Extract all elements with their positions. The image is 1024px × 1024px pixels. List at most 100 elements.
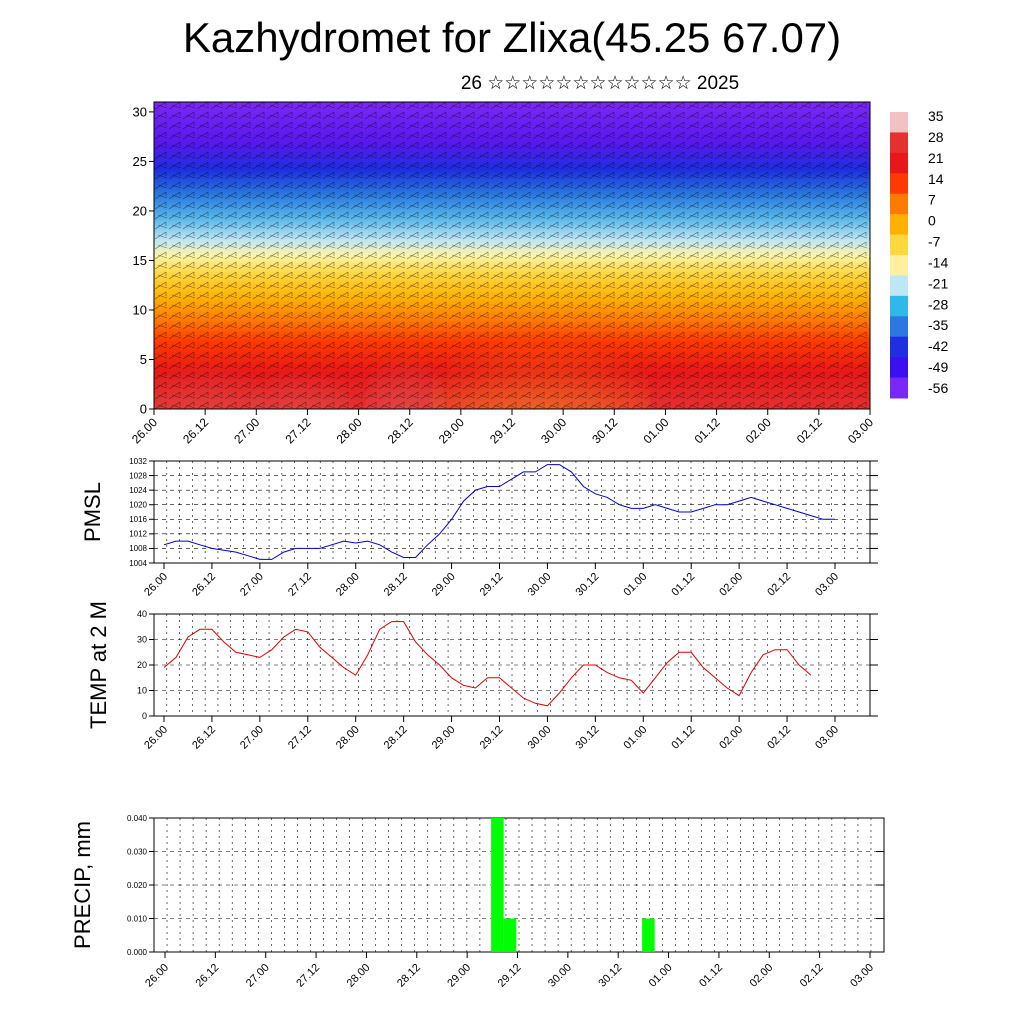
y-tick-label: 1016 (129, 515, 147, 524)
x-tick-label: 28.12 (385, 415, 416, 446)
x-tick-label: 28.00 (334, 724, 362, 752)
x-tick-label: 26.12 (180, 415, 211, 446)
colorbar-swatch (890, 112, 908, 133)
precip-x-axis: 26.00 26.12 27.00 27.12 28.00 28.12 29.00 29.12… (143, 952, 876, 990)
y-tick-label: 30 (133, 104, 147, 119)
x-tick-label: 26.00 (142, 571, 170, 599)
colorbar-swatch (890, 214, 908, 236)
y-tick-label: 1028 (129, 471, 147, 480)
x-tick-label: 26.00 (143, 962, 171, 990)
y-tick-label: 10 (133, 303, 147, 318)
pmsl-panel: 1004 1008 1012 1016 1020 1024 1028 1032 26.00 26… (80, 457, 878, 599)
y-tick-label: 0 (142, 711, 147, 721)
y-tick-label: 20 (133, 203, 147, 218)
colorbar-swatch (890, 336, 908, 358)
x-tick-label: 03.00 (848, 962, 876, 990)
temp-grid (153, 613, 878, 717)
temp-panel: 0 10 20 30 40 26.00 26.12 27.00 27.12 28.00 28.12… (86, 601, 878, 752)
x-tick-label: 30.12 (589, 415, 620, 446)
x-tick-label: 02.00 (717, 724, 745, 752)
x-tick-label: 02.12 (765, 571, 793, 599)
colorbar-swatch (890, 173, 908, 195)
pmsl-x-axis: 26.00 26.12 27.00 27.12 28.00 28.12 29.00 29.12… (142, 563, 841, 599)
precip-bar (503, 918, 517, 952)
x-tick-label: 28.12 (395, 962, 423, 990)
y-tick-label: 1032 (129, 457, 147, 466)
pmsl-grid (153, 460, 878, 564)
colorbar-label: -28 (928, 296, 948, 312)
chart-subtitle: 26 ☆☆☆☆☆☆☆☆☆☆☆☆ 2025 (460, 73, 740, 94)
x-tick-label: 30.00 (546, 962, 574, 990)
x-tick-label: 27.12 (294, 962, 322, 990)
x-tick-label: 26.00 (129, 415, 160, 446)
x-tick-label: 01.00 (621, 724, 649, 752)
colorbar-label: 35 (928, 108, 944, 124)
y-tick-label: 10 (137, 686, 147, 696)
x-tick-label: 29.12 (487, 415, 518, 446)
pmsl-axis-label: PMSL (80, 482, 105, 542)
x-tick-label: 30.12 (574, 571, 602, 599)
y-tick-label: 0.000 (127, 948, 148, 957)
colorbar-label: 28 (928, 129, 944, 145)
y-tick-label: 1008 (129, 544, 147, 553)
y-tick-label: 40 (137, 609, 147, 619)
x-tick-label: 28.00 (334, 571, 362, 599)
colorbar-label: 21 (928, 150, 944, 166)
x-tick-label: 01.12 (669, 724, 697, 752)
pmsl-frame (153, 460, 871, 564)
x-tick-label: 30.00 (538, 415, 569, 446)
y-tick-label: 0.030 (127, 847, 148, 856)
x-tick-label: 29.12 (496, 962, 524, 990)
colorbar-label: 14 (928, 171, 944, 187)
y-tick-label: 1024 (129, 486, 147, 495)
colorbar-swatch (890, 234, 908, 256)
x-tick-label: 02.00 (747, 962, 775, 990)
y-tick-label: 20 (137, 660, 147, 670)
colorbar-swatch (890, 295, 908, 317)
y-tick-label: 25 (133, 154, 147, 169)
y-tick-label: 1020 (129, 501, 147, 510)
x-tick-label: 27.00 (244, 962, 272, 990)
x-tick-label: 28.00 (345, 962, 373, 990)
x-tick-label: 30.12 (596, 962, 624, 990)
colorbar-swatch (890, 316, 908, 338)
x-tick-label: 02.12 (794, 415, 825, 446)
x-tick-label: 01.00 (621, 571, 649, 599)
x-tick-label: 01.12 (697, 962, 725, 990)
temp-axis-label: TEMP at 2 M (86, 601, 111, 729)
y-tick-label: 1012 (129, 530, 147, 539)
x-tick-label: 29.00 (445, 962, 473, 990)
x-tick-label: 27.12 (286, 724, 314, 752)
temp-x-axis: 26.00 26.12 27.00 27.12 28.00 28.12 29.00 29.12… (142, 716, 841, 752)
cross-section-y-axis: 0 5 10 15 20 25 30 (133, 104, 154, 417)
x-tick-label: 27.00 (231, 415, 262, 446)
x-tick-label: 28.12 (382, 724, 410, 752)
colorbar-label: -56 (928, 380, 948, 396)
x-tick-label: 28.12 (382, 571, 410, 599)
x-tick-label: 26.12 (190, 571, 218, 599)
y-tick-label: 0.040 (127, 814, 148, 823)
colorbar-label: 0 (928, 213, 936, 229)
precip-y-axis: 0.000 0.010 0.020 0.030 0.040 (127, 814, 884, 957)
colorbar-swatch (890, 377, 908, 399)
temp-y-axis: 0 10 20 30 40 (137, 609, 154, 721)
colorbar-swatch (890, 357, 908, 379)
x-tick-label: 01.12 (692, 415, 723, 446)
colorbar-swatch (890, 132, 908, 154)
x-tick-label: 29.00 (436, 415, 467, 446)
x-tick-label: 27.00 (238, 571, 266, 599)
colorbar: 35 28 21 14 7 0 -7 -14 -21 -28 -35 -42 -49 -56 (890, 108, 948, 399)
x-tick-label: 03.00 (845, 415, 876, 446)
y-tick-label: 1004 (129, 559, 147, 568)
x-tick-label: 02.12 (798, 962, 826, 990)
colorbar-label: 7 (928, 192, 936, 208)
pmsl-y-axis: 1004 1008 1012 1016 1020 1024 1028 1032 (129, 457, 154, 568)
colorbar-swatch (890, 255, 908, 276)
colorbar-label: -35 (928, 317, 948, 333)
y-tick-label: 0.020 (127, 881, 148, 890)
x-tick-label: 29.12 (478, 724, 506, 752)
x-tick-label: 26.12 (194, 962, 222, 990)
pmsl-series-line (163, 464, 835, 560)
colorbar-label: -7 (928, 234, 941, 250)
